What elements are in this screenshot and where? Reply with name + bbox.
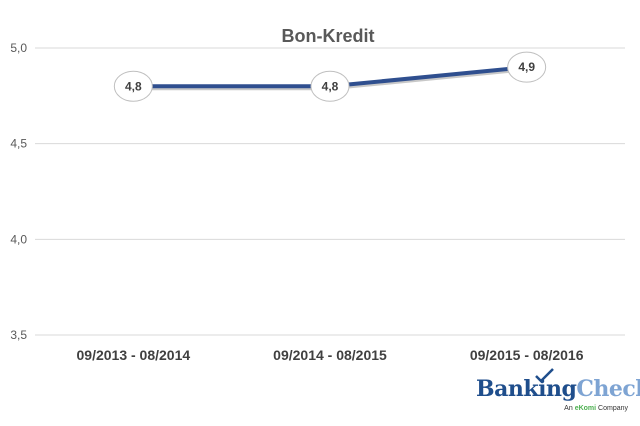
data-label: 4,8 <box>322 79 339 93</box>
checkmark-icon <box>535 368 554 382</box>
data-label: 4,9 <box>518 60 535 74</box>
logo-text-1: Banking <box>476 376 577 402</box>
logo-text-2: Check <box>576 376 640 402</box>
y-tick-label: 4,0 <box>10 232 27 246</box>
x-tick-label: 09/2013 - 08/2014 <box>77 347 191 363</box>
logo-tag-post: Company <box>596 405 628 412</box>
data-label-bubble <box>310 70 350 102</box>
logo-tag-pre: An <box>564 405 575 412</box>
data-label: 4,8 <box>125 79 142 93</box>
x-tick-label: 09/2014 - 08/2015 <box>273 347 387 363</box>
y-tick-label: 5,0 <box>10 41 27 55</box>
chart-title: Bon-Kredit <box>282 26 375 46</box>
data-label-bubble <box>113 70 153 102</box>
data-label-bubble <box>507 51 547 83</box>
y-tick-label: 4,5 <box>10 137 27 151</box>
logo-tag-brand: eKomi <box>574 405 597 412</box>
y-tick-label: 3,5 <box>10 328 27 342</box>
bankingcheck-logo: BankingCheck An eKomi Company <box>476 368 640 413</box>
x-tick-label: 09/2015 - 08/2016 <box>470 347 584 363</box>
